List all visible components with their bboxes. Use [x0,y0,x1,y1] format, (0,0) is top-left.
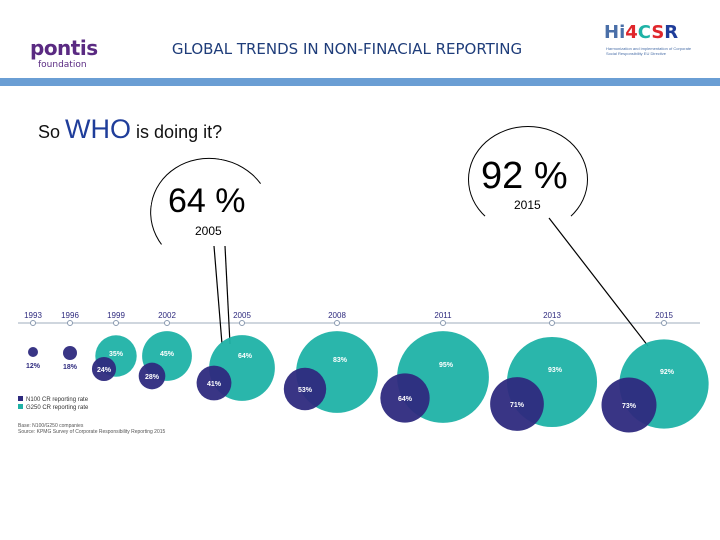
n100-value-label: 71% [510,402,525,409]
x-tick-label: 2002 [158,311,176,320]
g250-value-label: 35% [109,351,124,358]
legend-label: G250 CR reporting rate [26,405,89,411]
callout-right-year: 2015 [514,198,541,212]
n100-value-label: 53% [298,387,313,394]
g250-value-label: 92% [660,369,675,376]
n100-value-label: 18% [63,364,78,371]
n100-value-label: 64% [398,396,413,403]
callout-line-left [213,245,223,345]
n100-bubble [601,377,657,433]
timeline-dot [164,320,170,326]
n100-bubble [28,347,38,357]
x-tick-label: 1993 [24,311,42,320]
callout-line-right [548,217,649,347]
x-tick-label: 2015 [655,311,673,320]
n100-bubble [380,373,430,423]
n100-bubble [138,362,166,390]
n100-value-label: 28% [145,374,160,381]
n100-value-label: 73% [622,403,637,410]
g250-value-label: 83% [333,357,348,364]
n100-bubble [91,356,117,382]
pontis-logo: pontis foundation [26,30,106,75]
question-suffix: is doing it? [136,122,223,142]
timeline-dot [239,320,245,326]
timeline-dot [67,320,73,326]
callout-left-percent: 64 % [168,182,246,220]
x-tick-label: 2013 [543,311,561,320]
question-prefix: So [38,122,61,142]
n100-bubble [63,346,77,360]
hi4csr-logo: Hi4CSR Harmonization and implementation … [600,22,700,70]
timeline-dot [440,320,446,326]
legend-swatch [18,396,23,401]
callout-circle-right [468,126,588,233]
n100-bubble [490,377,544,431]
n100-bubble [196,365,232,401]
x-tick-label: 1999 [107,311,125,320]
g250-value-label: 93% [548,367,563,374]
logo-left-name: pontis [30,36,98,60]
logo-right-subtitle: Harmonization and implementation of Corp… [606,46,692,56]
callout-line-left-2 [224,245,231,345]
n100-value-label: 24% [97,367,112,374]
timeline-dot [334,320,340,326]
question-who: WHO [65,114,132,144]
x-tick-label: 2011 [434,311,452,320]
n100-bubble [283,367,327,411]
logo-right-brand: Hi4CSR [604,22,679,43]
chart-footnote: Source: KPMG Survey of Corporate Respons… [18,429,166,435]
callout-left-year: 2005 [195,224,222,238]
x-tick-label: 2008 [328,311,346,320]
n100-value-label: 12% [26,363,41,370]
x-tick-label: 2005 [233,311,251,320]
legend-label: N100 CR reporting rate [26,397,89,403]
callout-right-percent: 92 % [481,155,568,197]
g250-value-label: 45% [160,351,175,358]
x-tick-label: 1996 [61,311,79,320]
header-bar [0,78,720,86]
g250-value-label: 64% [238,353,253,360]
n100-value-label: 41% [207,381,222,388]
legend-swatch [18,404,23,409]
timeline-dot [661,320,667,326]
timeline-dot [30,320,36,326]
question-heading: So WHO is doing it? [38,114,222,145]
logo-left-sub: foundation [38,60,87,70]
timeline-dot [113,320,119,326]
g250-value-label: 95% [439,362,454,369]
chart-footnote: Base: N100/G250 companies [18,423,84,429]
page-title: GLOBAL TRENDS IN NON-FINACIAL REPORTING [171,40,523,58]
timeline-dot [549,320,555,326]
